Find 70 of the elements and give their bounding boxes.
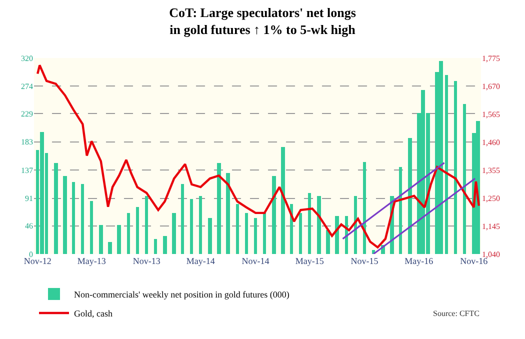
x-tick-label: May-16 (404, 256, 434, 266)
bar (54, 163, 58, 254)
source-note: Source: CFTC (433, 309, 480, 318)
x-tick-label: Nov-15 (350, 256, 379, 266)
bar (363, 162, 366, 254)
bar (326, 230, 330, 254)
bar (476, 121, 480, 254)
bar (145, 196, 148, 254)
bar (408, 138, 412, 254)
y-tick-label: 91 (25, 194, 33, 204)
bar (163, 236, 167, 254)
bar (40, 132, 44, 254)
bar (117, 225, 121, 254)
y2-tick-label: 1,145 (482, 222, 500, 231)
bar (272, 176, 276, 254)
bar (127, 213, 130, 254)
bar (463, 104, 466, 254)
x-tick-label: Nov-13 (132, 256, 161, 266)
y-tick-label: 0 (29, 250, 33, 259)
y-tick-label: 137 (21, 166, 33, 175)
bar (90, 201, 93, 254)
bar (208, 218, 212, 254)
bar (308, 193, 311, 254)
y-tick-label: 46 (25, 222, 33, 231)
y2-tick-label: 1,775 (482, 54, 500, 63)
x-tick-label: Nov-12 (24, 256, 52, 266)
y-tick-label: 183 (21, 138, 33, 147)
chart-title: CoT: Large speculators' net longs in gold futures ↑ 1% to 5-wk high (169, 4, 356, 37)
bar (81, 184, 84, 254)
x-tick-label: May-14 (186, 256, 216, 266)
bar (99, 225, 103, 254)
y2-tick-label: 1,565 (482, 110, 500, 119)
line-series (36, 64, 480, 248)
bar (245, 213, 248, 254)
legend-label: Gold, cash (74, 308, 113, 318)
bar (226, 173, 230, 254)
bar (335, 216, 339, 254)
bar (172, 213, 176, 254)
bar (354, 196, 357, 254)
bar (439, 61, 443, 254)
bar (317, 196, 321, 254)
y2-tick-label: 1,460 (482, 138, 500, 147)
y2-tick-label: 1,250 (482, 194, 500, 203)
bar (399, 167, 402, 254)
y-tick-label: 274 (21, 82, 33, 91)
y-tick-label: 320 (21, 54, 33, 63)
bar (136, 207, 139, 254)
y2-tick-label: 1,670 (482, 82, 500, 91)
bar (154, 239, 157, 254)
y2-tick-label: 1,040 (482, 250, 500, 259)
bar (299, 213, 302, 254)
bar (199, 196, 202, 254)
bar (108, 242, 112, 254)
bar (72, 182, 75, 254)
bar (254, 218, 257, 254)
bar (217, 163, 221, 254)
bar (281, 147, 285, 254)
y-tick-label: 229 (21, 110, 33, 119)
bar (190, 199, 193, 254)
bar (445, 75, 448, 254)
bar (236, 204, 239, 254)
x-tick-label: May-13 (77, 256, 106, 266)
bar (181, 184, 184, 254)
bar (63, 176, 67, 254)
bar (263, 213, 266, 254)
legend-label: Non-commercials' weekly net position in gold futures (000) (74, 289, 290, 300)
x-tick-label: Nov-14 (242, 256, 270, 266)
y2-tick-label: 1,355 (482, 166, 500, 175)
x-tick-label: May-15 (295, 256, 324, 266)
bar (454, 81, 457, 254)
